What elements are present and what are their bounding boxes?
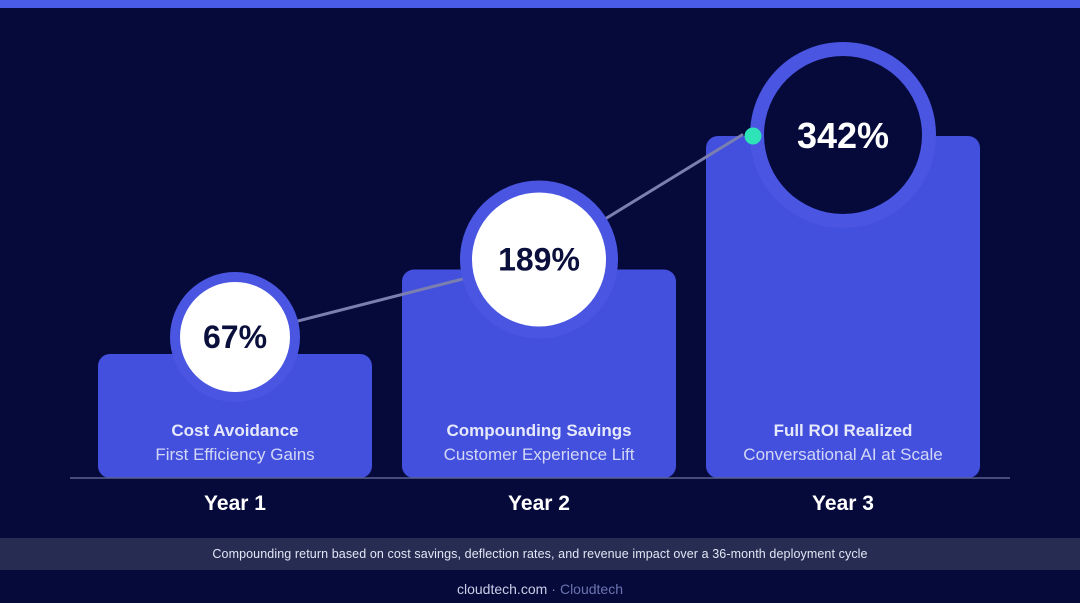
bar-title-3: Full ROI Realized (774, 421, 913, 440)
footer-separator: · (551, 581, 556, 597)
value-label-1: 67% (203, 319, 267, 355)
caption-text: Compounding return based on cost savings… (212, 547, 868, 561)
footer-brand: Cloudtech (559, 581, 623, 597)
x-tick-label-3: Year 3 (812, 492, 874, 515)
value-label-2: 189% (498, 242, 580, 278)
bar-subtitle-3: Conversational AI at Scale (743, 445, 942, 464)
value-circle-2 (472, 192, 606, 327)
footer: cloudtech.com · Cloudtech (0, 578, 1080, 600)
value-circle-3 (764, 56, 922, 214)
x-tick-label-2: Year 2 (508, 492, 570, 515)
trend-end-dot (744, 127, 762, 145)
value-label-3: 342% (797, 115, 889, 156)
x-tick-label-1: Year 1 (204, 492, 266, 515)
bar-title-2: Compounding Savings (446, 421, 631, 440)
top-accent-bar (0, 0, 1080, 8)
caption-band: Compounding return based on cost savings… (0, 538, 1080, 570)
bar-2 (402, 269, 676, 478)
footer-domain: cloudtech.com (457, 581, 548, 597)
bar-3 (706, 136, 980, 478)
bar-subtitle-1: First Efficiency Gains (155, 445, 314, 464)
bar-1 (98, 354, 372, 478)
bar-subtitle-2: Customer Experience Lift (444, 445, 635, 464)
roi-bar-chart: 67% 189% 342% Cost Avoidance First Efficienc… (70, 42, 1010, 515)
value-circle-1 (180, 282, 290, 392)
bar-title-1: Cost Avoidance (171, 421, 298, 440)
